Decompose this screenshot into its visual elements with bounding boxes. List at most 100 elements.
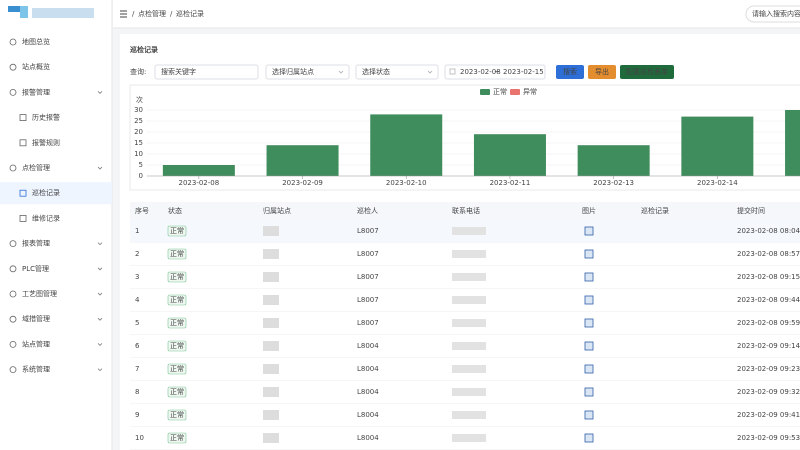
date-range[interactable]: [444, 64, 546, 80]
photo-thumb[interactable]: [584, 249, 594, 259]
status-tag: [167, 432, 187, 444]
menu-item[interactable]: 域措管理: [22, 314, 50, 323]
photo-thumb[interactable]: [584, 226, 594, 236]
breadcrumb-sep: /: [170, 10, 173, 18]
blurred-site: [263, 410, 279, 420]
menu-item[interactable]: 站点管理: [22, 339, 50, 348]
cell-time: 2023-02-09 09:32:26: [737, 388, 800, 396]
menu-icon: [9, 164, 17, 172]
bar: [370, 114, 443, 176]
submenu-item[interactable]: 报警规则: [32, 138, 60, 147]
breadcrumb-sep: /: [132, 10, 135, 18]
cell-index: 8: [135, 388, 139, 396]
menu-item[interactable]: 地图总览: [22, 37, 50, 46]
submenu-item[interactable]: 巡检记录: [32, 188, 60, 197]
blurred-phone: [452, 296, 486, 304]
button-label[interactable]: 配置巡检表单: [626, 67, 668, 76]
cell-status: 正常: [170, 318, 184, 327]
photo-thumb[interactable]: [584, 364, 594, 374]
cell-inspector: L8007: [357, 250, 379, 258]
y-tick-label: 10: [134, 150, 143, 158]
menu-item[interactable]: 工艺图管理: [22, 289, 57, 298]
cell-inspector: L8007: [357, 227, 379, 235]
x-tick-label: 2023-02-09: [282, 179, 323, 187]
cell-status: 正常: [170, 364, 184, 373]
cell-status: 正常: [170, 226, 184, 235]
cell-time: 2023-02-09 09:53:15: [737, 434, 800, 442]
blurred-site: [263, 226, 279, 236]
menu-chevron: [97, 91, 103, 94]
keyword-input-text: 搜索关键字: [161, 67, 196, 76]
menu-active-bg: [0, 182, 112, 205]
cell-inspector: L8007: [357, 319, 379, 327]
bar: [266, 145, 339, 176]
menu-toggle[interactable]: [120, 10, 127, 18]
photo-thumb[interactable]: [584, 433, 594, 443]
legend-swatch: [510, 89, 520, 95]
blurred-phone: [452, 342, 486, 350]
status-select-text: 选择状态: [362, 67, 390, 76]
y-tick-label: 20: [134, 128, 143, 136]
blurred-phone: [452, 319, 486, 327]
y-tick-label: 25: [134, 117, 143, 125]
blurred-phone: [452, 388, 486, 396]
y-tick-label: 5: [139, 161, 143, 169]
button-label[interactable]: 搜索: [563, 67, 577, 76]
keyword-input[interactable]: [154, 64, 259, 80]
submenu-item[interactable]: 维修记录: [32, 213, 60, 222]
photo-thumb[interactable]: [584, 295, 594, 305]
menu-icon: [9, 340, 17, 348]
search-placeholder: 请输入搜索内容: [752, 9, 800, 18]
status-tag: [167, 248, 187, 260]
menu-item[interactable]: 点检管理: [22, 163, 50, 172]
table-header: 巡检记录: [641, 206, 669, 215]
x-tick-label: 2023-02-08: [179, 179, 220, 187]
photo-thumb[interactable]: [584, 410, 594, 420]
blurred-phone: [452, 365, 486, 373]
cell-inspector: L8007: [357, 296, 379, 304]
site-select[interactable]: [265, 64, 350, 80]
button[interactable]: [556, 65, 584, 79]
blurred-phone: [452, 250, 486, 258]
photo-thumb[interactable]: [584, 387, 594, 397]
cell-index: 1: [135, 227, 139, 235]
menu-item[interactable]: PLC管理: [22, 264, 49, 273]
menu-chevron: [97, 368, 103, 372]
photo-thumb[interactable]: [584, 341, 594, 351]
menu-chevron: [97, 317, 103, 321]
menu-item[interactable]: 站点概览: [22, 62, 50, 71]
photo-thumb[interactable]: [584, 272, 594, 282]
menu-chevron: [97, 343, 103, 346]
blurred-site: [263, 433, 279, 443]
menu-item[interactable]: 报警管理: [22, 87, 50, 96]
filter-label: 查询:: [130, 67, 146, 76]
button[interactable]: [588, 65, 616, 79]
cell-inspector: L8007: [357, 273, 379, 281]
menu-chevron: [97, 242, 103, 246]
cell-inspector: L8004: [357, 411, 379, 419]
menu-item[interactable]: 系统管理: [22, 365, 50, 374]
table-header: 提交时间: [737, 206, 765, 215]
menu-icon: [9, 315, 17, 323]
status-select[interactable]: [355, 64, 439, 80]
cell-inspector: L8004: [357, 388, 379, 396]
menu-chevron: [97, 166, 103, 170]
cell-status: 正常: [170, 341, 184, 350]
legend-swatch: [480, 89, 490, 95]
button-label[interactable]: 导出: [595, 67, 609, 76]
legend-label: 异常: [523, 87, 537, 96]
submenu-item[interactable]: 历史报警: [32, 113, 60, 122]
search-box[interactable]: [745, 5, 800, 23]
blurred-phone: [452, 434, 486, 442]
x-tick-label: 2023-02-11: [490, 179, 531, 187]
cell-index: 3: [135, 273, 139, 281]
table-header: 归属站点: [263, 206, 291, 215]
submenu-icon: [19, 139, 27, 147]
menu-chevron: [97, 267, 103, 271]
button[interactable]: [620, 65, 674, 79]
cell-status: 正常: [170, 433, 184, 442]
photo-thumb[interactable]: [584, 318, 594, 328]
menu-item[interactable]: 报表管理: [22, 239, 50, 248]
blurred-site: [263, 364, 279, 374]
cell-index: 7: [135, 365, 139, 373]
